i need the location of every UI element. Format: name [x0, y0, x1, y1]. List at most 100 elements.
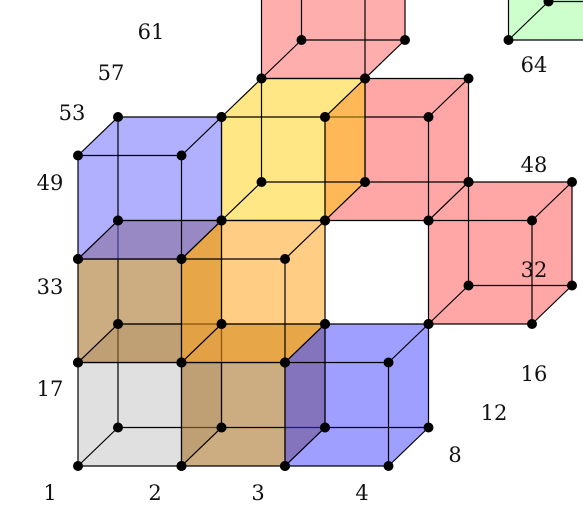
cube-5-vertex-0: [176, 357, 187, 368]
cube-6-vertex-3: [320, 112, 330, 122]
cube-3-vertex-7: [567, 177, 577, 187]
cube-6-face-1: [221, 78, 262, 221]
cube-9-edge-8: [261, 39, 302, 79]
cube-8-face-0: [118, 117, 222, 221]
cube-3-vertex-1: [527, 319, 537, 329]
label-17: 17: [37, 377, 64, 401]
cube-3-face-2: [428, 285, 572, 324]
cube-0-vertex-0: [73, 461, 83, 471]
cube-3-face-4: [428, 182, 572, 221]
cube-5-face-1: [181, 220, 222, 363]
cube-7-face-3: [428, 78, 469, 221]
cube-9-face-1: [261, 0, 302, 79]
cube-6-vertex-4: [256, 177, 267, 187]
cube-6-face-4: [221, 78, 365, 117]
cube-0-face-1: [78, 324, 118, 466]
cube-7-edge-11: [428, 78, 469, 118]
cube-2-vertex-5: [423, 422, 434, 433]
cube-2-vertex-4: [320, 422, 330, 433]
cube-10-face-5: [508, 0, 583, 40]
cube-3-vertex-4: [463, 280, 474, 291]
cube-5-face-2: [181, 324, 325, 363]
cube-8-edge-9: [181, 220, 222, 260]
label-64: 64: [521, 53, 548, 77]
labels-layer: 1 2 3 4 8 12 16 17 32 33 48 49 53 57 61 …: [37, 20, 548, 505]
label-48: 48: [521, 153, 548, 177]
cube-1-face-3: [285, 324, 325, 466]
cube-8-vertex-1: [176, 254, 187, 264]
cube-1-vertex-4: [216, 422, 227, 433]
cube-5-vertex-4: [216, 319, 227, 329]
cube-9-face-2: [261, 40, 405, 79]
cube-8-face-4: [78, 117, 222, 156]
cube-3-edge-9: [531, 285, 573, 325]
cube-10-vertex-4: [543, 0, 554, 7]
cube-2-vertex-7: [423, 319, 434, 329]
cube-8-edge-8: [77, 220, 119, 260]
cube-3-edge-8: [428, 285, 469, 325]
cube-9-face-0: [301, 0, 405, 40]
cube-6-edge-9: [324, 181, 366, 221]
label-32: 32: [521, 258, 548, 282]
cube-1-face-5: [181, 362, 285, 466]
cube-6-face-5: [221, 117, 325, 221]
cube-1: [176, 319, 330, 471]
cube-0: [73, 319, 227, 471]
label-33: 33: [37, 275, 64, 299]
cube-5-edge-11: [284, 220, 326, 260]
cube-2-edge-9: [388, 427, 429, 467]
cube-2-edge-11: [388, 323, 429, 363]
label-53: 53: [59, 101, 86, 125]
cube-7-vertex-1: [423, 215, 434, 226]
cube-7-face-2: [325, 182, 469, 221]
cube-0-face-0: [118, 324, 222, 428]
cube-9-edge-9: [364, 39, 406, 79]
cube-2-face-0: [325, 324, 429, 428]
cube-10-vertex-0: [503, 35, 514, 45]
cube-10-face-2: [508, 1, 583, 40]
cube-7-edge-9: [428, 181, 469, 221]
cube-4-face-3: [181, 220, 222, 363]
cube-7-vertex-7: [463, 73, 474, 84]
cube-8-vertex-3: [176, 150, 187, 161]
cube-6-vertex-6: [256, 73, 267, 84]
cube-10: [503, 0, 583, 45]
cube-8-vertex-2: [73, 150, 83, 161]
cube-3-edge-11: [531, 181, 573, 221]
cube-8-vertex-4: [113, 215, 123, 226]
label-3: 3: [251, 481, 264, 505]
cube-4-face-1: [78, 220, 118, 363]
cube-8-face-1: [78, 117, 118, 259]
cube-0-face-3: [181, 324, 222, 466]
cube-8-face-3: [181, 117, 222, 259]
cube-3-face-3: [532, 182, 572, 324]
cube-8-edge-10: [77, 116, 119, 156]
cube-3: [423, 177, 577, 329]
cube-3-vertex-5: [567, 280, 577, 291]
cube-0-face-5: [78, 362, 182, 466]
cube-3-face-5: [428, 220, 532, 324]
cube-9-face-5: [261, 0, 365, 79]
cube-5-face-0: [221, 220, 325, 324]
cube-1-face-2: [181, 427, 325, 466]
label-12: 12: [481, 401, 508, 425]
cube-2-vertex-0: [280, 461, 290, 471]
cube-5-face-3: [285, 220, 325, 363]
cube-2-face-5: [285, 362, 389, 466]
cube-2-vertex-2: [280, 357, 290, 368]
cube-7: [320, 73, 474, 226]
cube-0-edge-8: [77, 427, 119, 467]
cube-6-edge-8: [221, 181, 262, 221]
cube-6: [216, 73, 370, 226]
label-57: 57: [98, 61, 125, 85]
cube-6-vertex-7: [360, 73, 370, 84]
cube-2-face-2: [285, 427, 429, 466]
cube-2-face-3: [388, 324, 429, 466]
cube-9: [256, 0, 410, 84]
cube-5: [176, 215, 330, 368]
cube-2: [280, 319, 434, 471]
cube-2-face-1: [285, 324, 325, 466]
cube-4-face-4: [78, 220, 222, 259]
label-4: 4: [355, 481, 368, 505]
